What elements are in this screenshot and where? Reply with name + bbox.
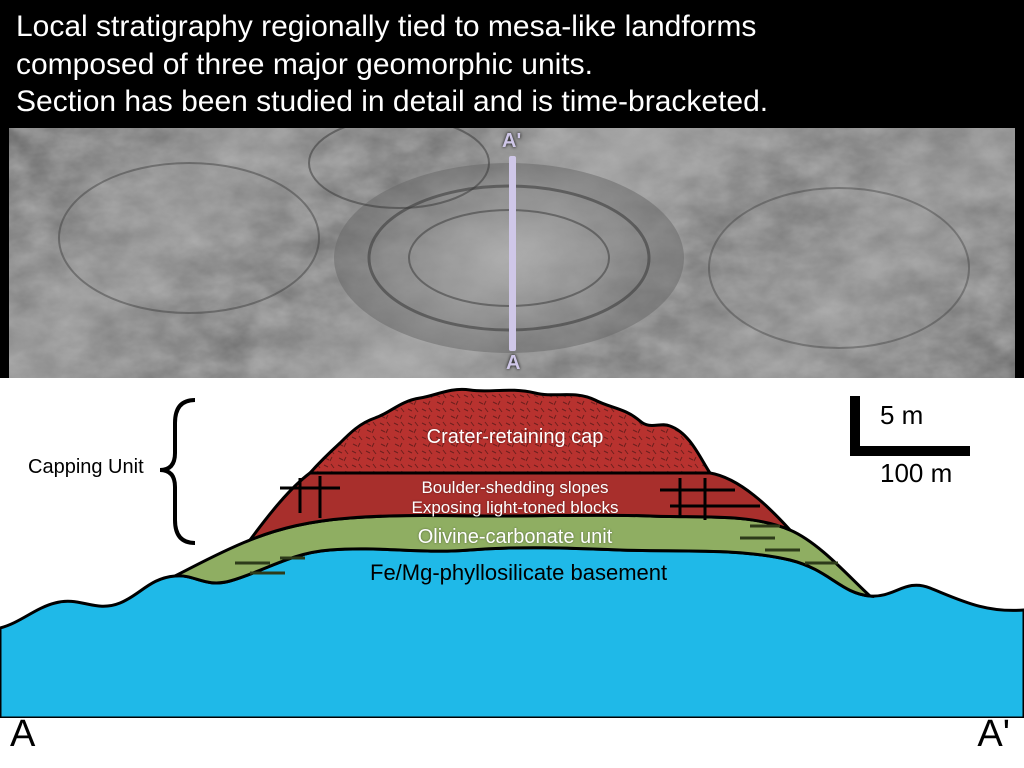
end-label-a-prime: A' — [977, 713, 1010, 756]
end-label-a: A — [10, 713, 35, 756]
label-basement: Fe/Mg-phyllosilicate basement — [370, 560, 667, 586]
label-cap: Crater-retaining cap — [400, 426, 630, 449]
cross-section-panel: Capping Unit 5 m 100 m Crater-retaining … — [0, 378, 1024, 768]
capping-bracket — [160, 400, 195, 543]
label-boulder: Boulder-shedding slopes Exposing light-t… — [375, 478, 655, 517]
header-text: Local stratigraphy regionally tied to me… — [0, 0, 1024, 125]
label-olivine: Olivine-carbonate unit — [385, 526, 645, 549]
terrain-image: A' A — [9, 128, 1015, 378]
capping-unit-label: Capping Unit — [28, 456, 144, 479]
header-line1: Local stratigraphy regionally tied to me… — [16, 8, 1008, 46]
transect-label-top: A' — [502, 130, 521, 153]
header-line2: composed of three major geomorphic units… — [16, 46, 1008, 84]
header-line3: Section has been studied in detail and i… — [16, 83, 1008, 121]
scale-horizontal-label: 100 m — [880, 458, 952, 489]
scale-vertical-label: 5 m — [880, 400, 923, 431]
transect-label-bottom: A — [506, 352, 520, 375]
transect-line — [509, 156, 516, 351]
